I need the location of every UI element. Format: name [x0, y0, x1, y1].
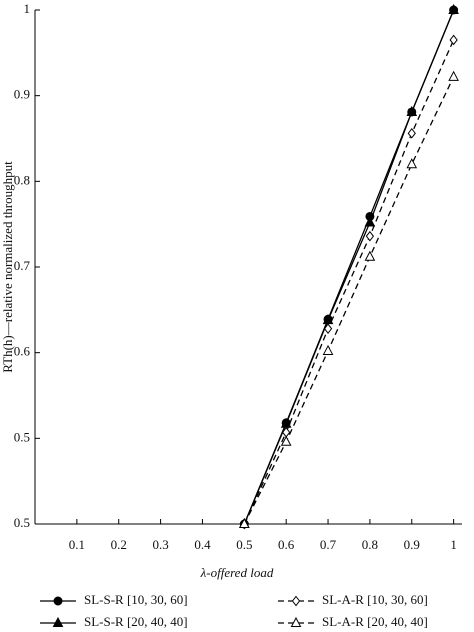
x-tick-label: 1: [450, 537, 457, 552]
marker: [364, 250, 376, 261]
y-tick-label: 0.8: [14, 172, 30, 187]
y-tick-label: 0.5: [14, 429, 30, 444]
x-tick-label: 0.2: [111, 537, 127, 552]
marker: [238, 517, 250, 528]
x-tick-label: 0.1: [69, 537, 85, 552]
marker: [291, 595, 301, 607]
y-tick-label: 0.6: [14, 344, 31, 359]
x-tick-label: 0.8: [362, 537, 378, 552]
marker: [448, 70, 459, 81]
x-tick-label: 0.3: [152, 537, 168, 552]
x-axis-label: λ-offered load: [200, 565, 274, 580]
series-line: [243, 76, 455, 525]
marker: [322, 314, 334, 325]
x-tick-label: 0.6: [278, 537, 295, 552]
legend-label: SL-A-R [20, 40, 40]: [322, 614, 428, 629]
marker: [407, 128, 416, 139]
marker: [406, 158, 418, 169]
y-tick-label: 0.9: [14, 87, 30, 102]
marker: [448, 3, 459, 14]
marker: [365, 230, 375, 242]
x-tick-label: 0.4: [194, 537, 211, 552]
legend-label: SL-S-R [20, 40, 40]: [84, 614, 188, 629]
y-tick-label: 0.7: [14, 258, 31, 273]
x-tick-label: 0.7: [320, 537, 337, 552]
marker: [406, 105, 418, 116]
marker: [322, 344, 334, 355]
legend-label: SL-A-R [10, 30, 60]: [322, 592, 428, 607]
marker: [364, 216, 376, 227]
marker: [53, 596, 63, 606]
x-tick-label: 0.9: [404, 537, 420, 552]
y-axis-label: RTh(h)—relative normalized throughput: [0, 161, 15, 373]
y-tick-label: 1: [24, 1, 31, 16]
series-line: [243, 39, 455, 525]
marker: [52, 616, 64, 627]
marker: [290, 616, 302, 627]
legend-label: SL-S-R [10, 30, 60]: [84, 592, 188, 607]
marker: [449, 34, 458, 46]
y-tick-label: 0.5: [14, 515, 30, 530]
marker: [280, 417, 292, 428]
marker: [280, 435, 292, 446]
x-tick-label: 0.5: [236, 537, 252, 552]
series-line: [243, 9, 455, 525]
